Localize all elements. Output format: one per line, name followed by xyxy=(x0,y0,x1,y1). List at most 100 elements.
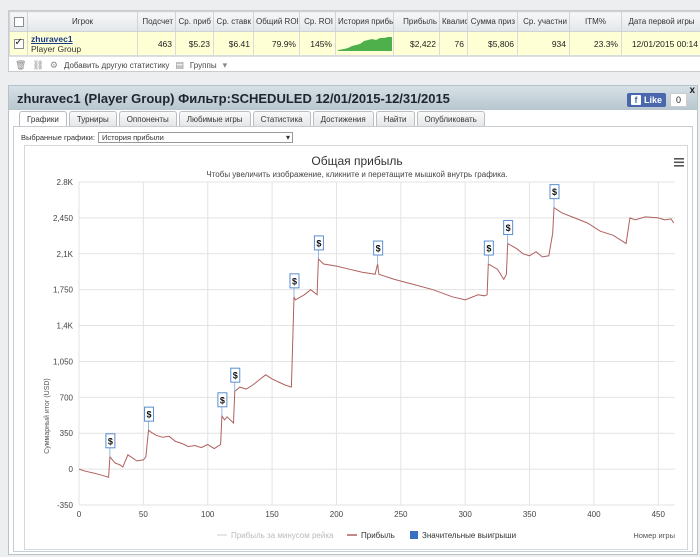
tab-favorite-games[interactable]: Любимые игры xyxy=(178,111,251,126)
big-win-marker[interactable]: $ xyxy=(289,273,300,297)
y-tick-label: 2,450 xyxy=(53,214,74,223)
facebook-like-widget: f Like 0 xyxy=(626,93,687,107)
qual-cell: 76 xyxy=(439,31,468,56)
x-tick-label: 450 xyxy=(652,510,666,519)
player-cell[interactable]: zhuravec1 Player Group xyxy=(27,31,138,56)
prize-sum-cell: $5,806 xyxy=(467,31,518,56)
stats-table-panel: Игрок Подсчет Ср. приб Ср. ставк Общий R… xyxy=(8,10,700,72)
y-tick-label: 2.8K xyxy=(57,178,74,187)
tab-achievements[interactable]: Достижения xyxy=(312,111,374,126)
row-checkbox-cell[interactable] xyxy=(9,31,28,56)
tab-statistics[interactable]: Статистика xyxy=(252,111,311,126)
profit-history-sparkline-cell xyxy=(335,31,394,56)
avg-roi-cell: 145% xyxy=(299,31,336,56)
avg-stake-cell: $6.41 xyxy=(213,31,254,56)
select-all-checkbox-cell[interactable] xyxy=(9,11,28,32)
chart-menu-icon[interactable] xyxy=(674,158,684,167)
y-tick-label: 1,750 xyxy=(53,286,74,295)
col-header-player[interactable]: Игрок xyxy=(27,11,138,32)
select-all-checkbox[interactable] xyxy=(13,16,24,27)
chart-title: Общая прибыль xyxy=(311,154,402,168)
facebook-like-count: 0 xyxy=(669,93,687,107)
big-win-marker[interactable]: $ xyxy=(105,433,116,457)
y-tick-label: 350 xyxy=(60,429,74,438)
big-win-label: $ xyxy=(233,371,238,381)
col-header-prize-sum[interactable]: Сумма приз xyxy=(467,11,518,32)
player-panel: x zhuravec1 (Player Group) Фильтр:SCHEDU… xyxy=(8,85,698,555)
player-group: Player Group xyxy=(31,43,82,54)
table-row[interactable]: zhuravec1 Player Group 463 $5.23 $6.41 7… xyxy=(9,31,700,56)
row-checkbox[interactable] xyxy=(13,37,24,49)
tab-find[interactable]: Найти xyxy=(375,111,415,126)
big-win-label: $ xyxy=(506,223,511,233)
big-win-label: $ xyxy=(552,187,557,197)
x-tick-label: 0 xyxy=(77,510,82,519)
x-tick-label: 350 xyxy=(523,510,537,519)
col-header-itm[interactable]: ITM% xyxy=(569,11,622,32)
x-tick-label: 100 xyxy=(201,510,215,519)
tab-publish[interactable]: Опубликовать xyxy=(416,111,485,126)
col-header-first-game-date[interactable]: Дата первой игры xyxy=(621,11,700,32)
col-header-total-roi[interactable]: Общий ROI xyxy=(253,11,300,32)
count-cell: 463 xyxy=(137,31,176,56)
x-tick-label: 300 xyxy=(458,510,472,519)
big-win-marker[interactable]: $ xyxy=(503,220,514,244)
col-header-avg-stake[interactable]: Ср. ставк xyxy=(213,11,254,32)
x-tick-label: 250 xyxy=(394,510,408,519)
itm-cell: 23.3% xyxy=(569,31,622,56)
tab-graphs[interactable]: Графики xyxy=(19,111,67,127)
tab-opponents[interactable]: Оппоненты xyxy=(118,111,177,126)
close-icon[interactable]: x xyxy=(689,85,695,96)
col-header-profit[interactable]: Прибыль xyxy=(393,11,440,32)
y-tick-label: 1,050 xyxy=(53,357,74,366)
chart-x-axis-label: Номер игры xyxy=(633,531,675,540)
groups-button[interactable]: Группы xyxy=(189,61,217,70)
big-win-label: $ xyxy=(147,410,152,420)
big-win-marker[interactable]: $ xyxy=(373,240,384,265)
avg-entrants-cell: 934 xyxy=(517,31,570,56)
col-header-count[interactable]: Подсчет xyxy=(137,11,176,32)
y-tick-label: 2,1K xyxy=(57,250,74,259)
trash-icon[interactable]: 🗑 xyxy=(15,60,27,70)
link-icon[interactable]: ⛓ xyxy=(32,60,44,70)
first-game-date-cell: 12/01/2015 00:14 xyxy=(621,31,700,56)
big-win-label: $ xyxy=(486,244,491,254)
col-header-avg-roi[interactable]: Ср. ROI xyxy=(299,11,336,32)
big-win-marker[interactable]: $ xyxy=(230,367,241,392)
add-stats-button[interactable]: Добавить другую статистику xyxy=(63,61,170,70)
col-header-avg-entrants[interactable]: Ср. участни xyxy=(517,11,570,32)
big-win-marker[interactable]: $ xyxy=(549,184,560,208)
facebook-like-button[interactable]: f Like xyxy=(626,93,666,107)
x-tick-label: 50 xyxy=(139,510,148,519)
tab-content-graphs: Выбранные графики: История прибыли Общая… xyxy=(13,126,693,552)
x-tick-label: 200 xyxy=(330,510,344,519)
chart-subtitle: Чтобы увеличить изображение, кликните и … xyxy=(206,170,507,179)
profit-cell: $2,422 xyxy=(393,31,440,56)
big-win-marker[interactable]: $ xyxy=(217,392,228,416)
chevron-down-icon[interactable]: ▾ xyxy=(222,60,228,70)
x-tick-label: 400 xyxy=(587,510,601,519)
facebook-icon: f xyxy=(630,95,641,105)
legend-item-big-wins[interactable]: Значительные выигрыши xyxy=(422,531,516,540)
legend-item-profit[interactable]: Прибыль xyxy=(361,531,395,540)
panel-title: zhuravec1 (Player Group) Фильтр:SCHEDULE… xyxy=(17,90,450,106)
big-win-marker[interactable]: $ xyxy=(313,235,324,259)
legend-item-net-profit[interactable]: Прибыль за минусом рейка xyxy=(231,531,334,540)
big-win-marker[interactable]: $ xyxy=(144,406,155,431)
player-name-link[interactable]: zhuravec1 xyxy=(31,33,73,44)
stats-table: Игрок Подсчет Ср. приб Ср. ставк Общий R… xyxy=(9,11,700,56)
panel-header: zhuravec1 (Player Group) Фильтр:SCHEDULE… xyxy=(9,86,697,110)
profit-chart[interactable]: Общая прибыль Чтобы увеличить изображени… xyxy=(25,146,689,551)
graph-select-label: Выбранные графики: xyxy=(21,133,95,142)
chart-container[interactable]: Общая прибыль Чтобы увеличить изображени… xyxy=(24,145,688,550)
y-tick-label: 700 xyxy=(60,393,74,402)
series-line-profit xyxy=(78,206,675,478)
col-header-avg-profit[interactable]: Ср. приб xyxy=(175,11,214,32)
big-win-label: $ xyxy=(376,244,381,254)
graph-select-dropdown[interactable]: История прибыли xyxy=(97,132,293,143)
col-header-profit-history[interactable]: История прибы xyxy=(335,11,394,32)
y-tick-label: 1,4K xyxy=(57,322,74,331)
big-win-marker[interactable]: $ xyxy=(483,240,494,265)
col-header-qual[interactable]: Квалис xyxy=(439,11,468,32)
tab-tournaments[interactable]: Турниры xyxy=(68,111,117,126)
